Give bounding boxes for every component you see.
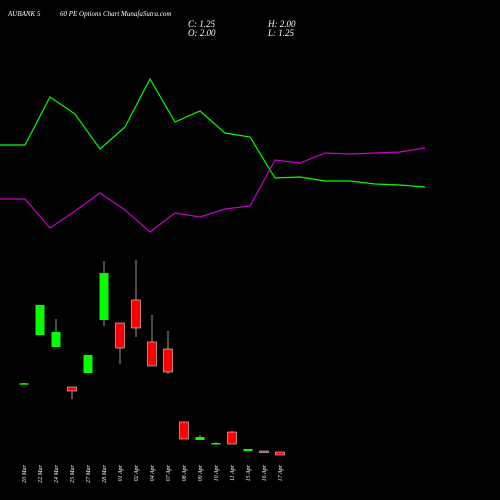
x-tick-label: 27 Mar	[86, 464, 92, 482]
chart-subtitle: 60 PE Options Chart MunafaSutra.com	[60, 10, 171, 18]
candle-body	[19, 383, 29, 385]
x-tick-label: 11 Apr	[230, 464, 236, 481]
candle-body	[147, 341, 157, 367]
x-tick-label: 01 Apr	[118, 464, 124, 481]
candle-body	[131, 299, 141, 329]
candle-body	[275, 451, 285, 456]
x-tick-label: 16 Apr	[262, 464, 268, 481]
close-label: C: 1.25	[188, 19, 216, 29]
candle-body	[259, 450, 269, 453]
candle-body	[211, 443, 221, 445]
chart-title: AUBANK 5	[7, 10, 41, 18]
x-tick-label: 09 Apr	[198, 464, 204, 481]
high-label: H: 2.00	[267, 19, 296, 29]
x-tick-label: 20 Mar	[22, 464, 28, 482]
x-tick-label: 25 Mar	[70, 464, 76, 482]
x-tick-label: 28 Mar	[102, 464, 108, 482]
candle-body	[195, 437, 205, 440]
open-label: O: 2.00	[188, 28, 216, 38]
x-tick-label: 08 Apr	[182, 464, 188, 481]
candle-body	[179, 421, 189, 440]
x-tick-label: 02 Apr	[134, 464, 140, 481]
x-tick-label: 04 Apr	[149, 464, 156, 481]
x-tick-label: 10 Apr	[214, 464, 220, 481]
x-tick-label: 07 Apr	[166, 464, 172, 481]
candle-body	[163, 348, 173, 373]
candle-body	[227, 431, 237, 445]
candle-body	[83, 355, 93, 373]
candle-body	[99, 273, 109, 320]
candle-body	[35, 305, 45, 335]
x-tick-label: 15 Apr	[246, 464, 252, 481]
low-label: L: 1.25	[267, 28, 295, 38]
candle-body	[115, 322, 125, 349]
x-tick-label: 24 Mar	[53, 464, 60, 482]
line-series	[0, 147, 426, 233]
candle-body	[243, 449, 253, 451]
candle-body	[67, 386, 77, 392]
line-series	[0, 77, 426, 188]
x-tick-label: 17 Apr	[278, 464, 284, 481]
x-tick-label: 22 Mar	[38, 464, 44, 482]
candle-body	[51, 332, 61, 347]
